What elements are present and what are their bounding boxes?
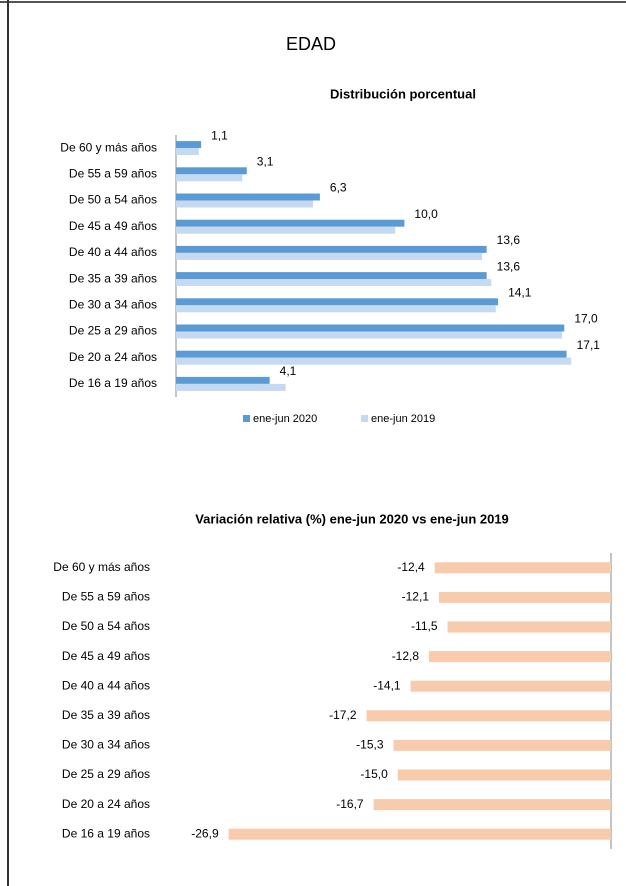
bar: [176, 324, 565, 332]
bar: [366, 710, 611, 722]
bar: [176, 219, 405, 227]
value-label: -16,7: [336, 797, 364, 811]
bar: [373, 799, 611, 811]
bar: [176, 383, 286, 391]
value-label: 13,6: [497, 259, 521, 273]
category-label: De 25 a 29 años: [62, 767, 150, 781]
chart-title: Variación relativa (%) ene-jun 2020 vs e…: [195, 511, 509, 526]
value-label: -11,5: [411, 619, 438, 633]
legend-swatch: [243, 415, 250, 422]
category-label: De 16 a 19 años: [69, 376, 157, 390]
value-label: -12,8: [392, 649, 420, 663]
value-label: -12,1: [402, 590, 430, 604]
category-label: De 55 a 59 años: [69, 166, 157, 180]
category-label: De 30 a 34 años: [62, 738, 150, 752]
bar: [397, 769, 611, 781]
legend-label: ene-jun 2019: [371, 413, 435, 425]
bar: [176, 331, 563, 339]
category-label: De 16 a 19 años: [62, 826, 150, 840]
category-label: De 50 a 54 años: [62, 619, 150, 633]
category-label: De 20 a 24 años: [62, 797, 150, 811]
bar: [176, 350, 567, 358]
value-label: -26,9: [191, 826, 219, 840]
heading: EDAD: [286, 34, 336, 54]
bar: [176, 174, 243, 182]
bar: [176, 167, 247, 175]
bar: [429, 651, 611, 663]
value-label: 4,1: [280, 364, 297, 378]
value-label: -15,0: [360, 767, 388, 781]
value-label: -17,2: [329, 708, 357, 722]
bar: [176, 298, 499, 306]
value-label: -12,4: [397, 560, 425, 574]
bar: [176, 193, 320, 201]
bar: [176, 376, 270, 384]
category-label: De 40 a 44 años: [69, 245, 157, 259]
category-label: De 60 y más años: [60, 140, 157, 154]
category-label: De 60 y más años: [53, 560, 150, 574]
value-label: 3,1: [257, 154, 274, 168]
value-label: -14,1: [373, 678, 401, 692]
bar: [176, 272, 487, 280]
legend-swatch: [361, 415, 368, 422]
value-label: 17,1: [577, 338, 601, 352]
category-label: De 35 a 39 años: [69, 271, 157, 285]
bar: [434, 562, 611, 574]
bar: [176, 200, 314, 208]
category-label: De 45 a 49 años: [69, 219, 157, 233]
category-label: De 40 a 44 años: [62, 678, 150, 692]
value-label: 13,6: [497, 233, 521, 247]
bar: [447, 621, 611, 633]
legend-label: ene-jun 2020: [253, 413, 317, 425]
bar: [393, 739, 611, 751]
bar: [176, 245, 487, 253]
value-label: 10,0: [414, 207, 438, 221]
category-label: De 20 a 24 años: [69, 350, 157, 364]
category-label: De 30 a 34 años: [69, 297, 157, 311]
category-label: De 50 a 54 años: [69, 193, 157, 207]
bar: [439, 591, 611, 603]
bar: [176, 141, 202, 149]
value-label: 17,0: [574, 312, 598, 326]
bar: [176, 148, 199, 156]
bar: [228, 828, 611, 840]
value-label: 14,1: [508, 285, 532, 299]
chart-title: Distribución porcentual: [330, 86, 476, 101]
bar: [176, 252, 483, 260]
bar: [176, 226, 396, 234]
bar: [176, 305, 496, 313]
value-label: 6,3: [330, 181, 347, 195]
category-label: De 45 a 49 años: [62, 649, 150, 663]
bar: [410, 680, 611, 692]
category-label: De 35 a 39 años: [62, 708, 150, 722]
category-label: De 55 a 59 años: [62, 590, 150, 604]
bar: [176, 279, 492, 287]
value-label: -15,3: [356, 738, 384, 752]
category-label: De 25 a 29 años: [69, 324, 157, 338]
value-label: 1,1: [211, 128, 228, 142]
bar: [176, 357, 572, 365]
